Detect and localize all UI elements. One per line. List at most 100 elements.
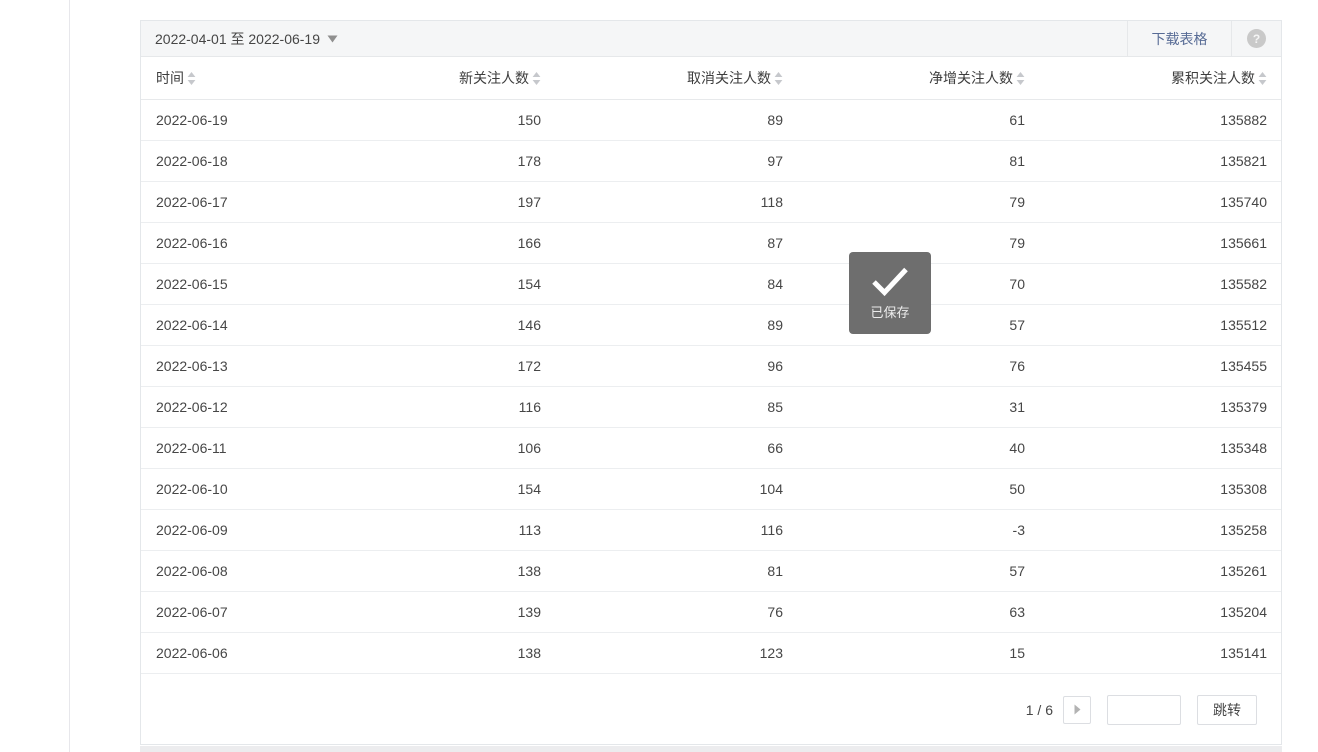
unfollow-count-cell: 85	[767, 399, 783, 415]
table-row: 2022-06-06 138 123 15 135141	[141, 633, 1281, 674]
column-header-new-followers[interactable]: 新关注人数	[313, 57, 555, 99]
unfollow-count-cell: 89	[767, 112, 783, 128]
column-header-cumulative[interactable]: 累积关注人数	[1039, 57, 1281, 99]
date-cell: 2022-06-10	[156, 481, 228, 497]
date-cell: 2022-06-16	[156, 235, 228, 251]
new-followers-cell: 197	[517, 194, 541, 210]
net-increase-cell: 61	[1009, 112, 1025, 128]
unfollow-count-cell: 76	[767, 604, 783, 620]
sort-icon[interactable]	[774, 71, 783, 85]
new-followers-cell: 172	[517, 358, 541, 374]
unfollow-count-cell: 89	[767, 317, 783, 333]
date-cell: 2022-06-08	[156, 563, 228, 579]
chevron-down-icon	[327, 35, 338, 43]
unfollow-count-cell: 116	[760, 522, 783, 538]
column-header-time[interactable]: 时间	[141, 57, 313, 99]
arrow-right-icon	[1074, 704, 1081, 715]
unfollow-count-cell: 81	[767, 563, 783, 579]
net-increase-cell: 40	[1009, 440, 1025, 456]
cumulative-followers-cell: 135261	[1220, 563, 1267, 579]
date-cell: 2022-06-17	[156, 194, 228, 210]
table-row: 2022-06-10 154 104 50 135308	[141, 469, 1281, 510]
new-followers-cell: 106	[517, 440, 541, 456]
new-followers-cell: 150	[517, 112, 541, 128]
net-increase-cell: 57	[1009, 563, 1025, 579]
toast-message: 已保存	[870, 304, 910, 320]
table-row: 2022-06-07 139 76 63 135204	[141, 592, 1281, 633]
net-increase-cell: 70	[1009, 276, 1025, 292]
page-jump-input[interactable]	[1107, 694, 1181, 725]
table-row: 2022-06-11 106 66 40 135348	[141, 428, 1281, 469]
help-icon[interactable]: ?	[1247, 29, 1266, 48]
net-increase-cell: -3	[1012, 522, 1025, 538]
cumulative-followers-cell: 135882	[1220, 112, 1267, 128]
unfollow-count-cell: 104	[759, 481, 783, 497]
table-row: 2022-06-16 166 87 79 135661	[141, 223, 1281, 264]
date-cell: 2022-06-18	[156, 153, 228, 169]
cumulative-followers-cell: 135258	[1220, 522, 1267, 538]
new-followers-cell: 178	[517, 153, 541, 169]
table-row: 2022-06-15 154 84 70 135582	[141, 264, 1281, 305]
column-header-unfollows[interactable]: 取消关注人数	[555, 57, 797, 99]
cumulative-followers-cell: 135661	[1220, 235, 1267, 251]
cumulative-followers-cell: 135348	[1220, 440, 1267, 456]
next-page-button[interactable]	[1063, 695, 1091, 724]
unfollow-count-cell: 97	[767, 153, 783, 169]
page-bottom-strip	[140, 746, 1282, 752]
sort-icon[interactable]	[532, 71, 541, 85]
unfollow-count-cell: 118	[760, 194, 783, 210]
sort-icon[interactable]	[187, 71, 196, 85]
toolbar-spacer	[338, 21, 1127, 56]
table-row: 2022-06-08 138 81 57 135261	[141, 551, 1281, 592]
column-header-net-increase[interactable]: 净增关注人数	[797, 57, 1039, 99]
sort-icon[interactable]	[1258, 71, 1267, 85]
table-row: 2022-06-18 178 97 81 135821	[141, 141, 1281, 182]
column-header-label: 净增关注人数	[929, 70, 1013, 86]
column-header-label: 累积关注人数	[1171, 70, 1255, 86]
column-header-label: 新关注人数	[459, 70, 529, 86]
left-sidebar	[0, 0, 70, 752]
cumulative-followers-cell: 135821	[1220, 153, 1267, 169]
unfollow-count-cell: 87	[767, 235, 783, 251]
cumulative-followers-cell: 135379	[1220, 399, 1267, 415]
unfollow-count-cell: 84	[767, 276, 783, 292]
net-increase-cell: 31	[1009, 399, 1025, 415]
page-jump-button[interactable]: 跳转	[1197, 694, 1257, 725]
sort-icon[interactable]	[1016, 71, 1025, 85]
table-row: 2022-06-14 146 89 57 135512	[141, 305, 1281, 346]
new-followers-cell: 154	[517, 481, 541, 497]
date-cell: 2022-06-12	[156, 399, 228, 415]
date-range-label: 2022-04-01 至 2022-06-19	[155, 30, 321, 47]
net-increase-cell: 63	[1009, 604, 1025, 620]
new-followers-cell: 154	[517, 276, 541, 292]
saved-toast: 已保存	[849, 252, 931, 334]
column-header-label: 时间	[156, 70, 184, 86]
net-increase-cell: 15	[1009, 645, 1025, 661]
table-footer: 1 / 6 跳转	[141, 674, 1281, 745]
cumulative-followers-cell: 135582	[1220, 276, 1267, 292]
date-cell: 2022-06-09	[156, 522, 228, 538]
new-followers-cell: 138	[517, 563, 541, 579]
net-increase-cell: 57	[1009, 317, 1025, 333]
table-row: 2022-06-17 197 118 79 135740	[141, 182, 1281, 223]
date-range-selector[interactable]: 2022-04-01 至 2022-06-19	[141, 21, 338, 56]
download-table-button[interactable]: 下载表格	[1127, 21, 1231, 56]
followers-stats-panel: 2022-04-01 至 2022-06-19 下载表格 ? 时间 新关注人数 …	[140, 20, 1282, 745]
date-cell: 2022-06-13	[156, 358, 228, 374]
table-row: 2022-06-13 172 96 76 135455	[141, 346, 1281, 387]
cumulative-followers-cell: 135204	[1220, 604, 1267, 620]
table-row: 2022-06-12 116 85 31 135379	[141, 387, 1281, 428]
table-row: 2022-06-09 113 116 -3 135258	[141, 510, 1281, 551]
date-cell: 2022-06-14	[156, 317, 228, 333]
page-indicator: 1 / 6	[1025, 701, 1053, 718]
net-increase-cell: 79	[1009, 235, 1025, 251]
cumulative-followers-cell: 135740	[1220, 194, 1267, 210]
new-followers-cell: 116	[518, 399, 541, 415]
new-followers-cell: 166	[517, 235, 541, 251]
table-row: 2022-06-19 150 89 61 135882	[141, 100, 1281, 141]
date-cell: 2022-06-07	[156, 604, 228, 620]
help-area: ?	[1231, 21, 1281, 56]
new-followers-cell: 139	[517, 604, 541, 620]
date-cell: 2022-06-15	[156, 276, 228, 292]
cumulative-followers-cell: 135512	[1220, 317, 1267, 333]
